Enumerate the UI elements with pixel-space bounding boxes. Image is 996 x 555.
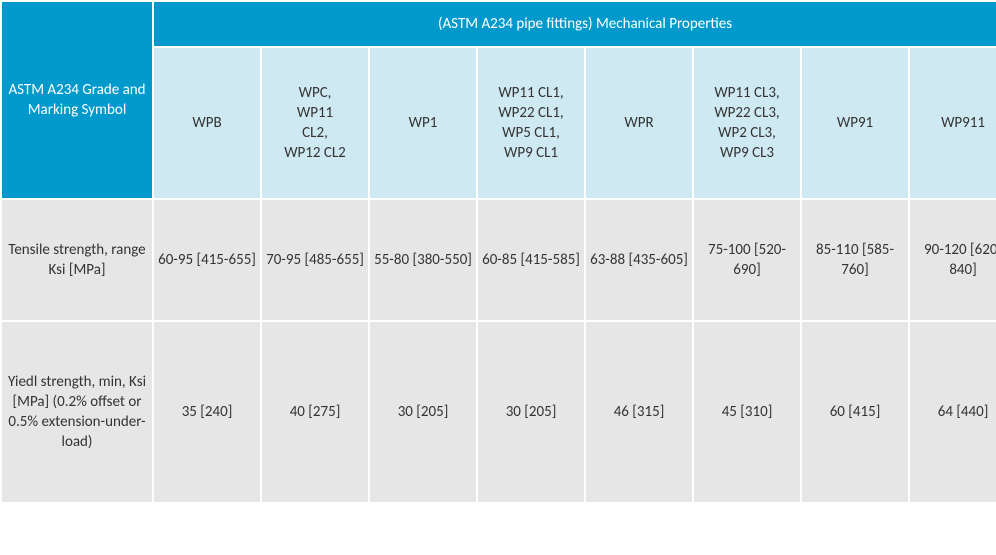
cell: 45 [310] bbox=[694, 322, 800, 502]
col-header-0: WPB bbox=[154, 48, 260, 198]
cell: 70-95 [485-655] bbox=[262, 200, 368, 320]
col-header-7: WP911 bbox=[910, 48, 996, 198]
cell: 30 [205] bbox=[370, 322, 476, 502]
col-header-6: WP91 bbox=[802, 48, 908, 198]
cell: 75-100 [520-690] bbox=[694, 200, 800, 320]
row-label-yield: Yiedl strength, min, Ksi [MPa] (0.2% off… bbox=[2, 322, 152, 502]
cell: 40 [275] bbox=[262, 322, 368, 502]
cell: 30 [205] bbox=[478, 322, 584, 502]
mechanical-properties-table: ASTM A234 Grade and Marking Symbol (ASTM… bbox=[0, 0, 996, 504]
header-row-1: ASTM A234 Grade and Marking Symbol (ASTM… bbox=[2, 2, 996, 46]
table-row: Tensile strength, range Ksi [MPa] 60-95 … bbox=[2, 200, 996, 320]
col-header-1: WPC, WP11 CL2, WP12 CL2 bbox=[262, 48, 368, 198]
cell: 64 [440] bbox=[910, 322, 996, 502]
cell: 63-88 [435-605] bbox=[586, 200, 692, 320]
cell: 60-85 [415-585] bbox=[478, 200, 584, 320]
col-header-2: WP1 bbox=[370, 48, 476, 198]
col-header-3: WP11 CL1, WP22 CL1, WP5 CL1, WP9 CL1 bbox=[478, 48, 584, 198]
col-header-4: WPR bbox=[586, 48, 692, 198]
col-header-5: WP11 CL3, WP22 CL3, WP2 CL3, WP9 CL3 bbox=[694, 48, 800, 198]
span-header: (ASTM A234 pipe fittings) Mechanical Pro… bbox=[154, 2, 996, 46]
cell: 60 [415] bbox=[802, 322, 908, 502]
cell: 55-80 [380-550] bbox=[370, 200, 476, 320]
cell: 85-110 [585-760] bbox=[802, 200, 908, 320]
row-label-tensile: Tensile strength, range Ksi [MPa] bbox=[2, 200, 152, 320]
cell: 35 [240] bbox=[154, 322, 260, 502]
cell: 46 [315] bbox=[586, 322, 692, 502]
cell: 90-120 [620-840] bbox=[910, 200, 996, 320]
corner-header: ASTM A234 Grade and Marking Symbol bbox=[2, 2, 152, 198]
table-row: Yiedl strength, min, Ksi [MPa] (0.2% off… bbox=[2, 322, 996, 502]
cell: 60-95 [415-655] bbox=[154, 200, 260, 320]
